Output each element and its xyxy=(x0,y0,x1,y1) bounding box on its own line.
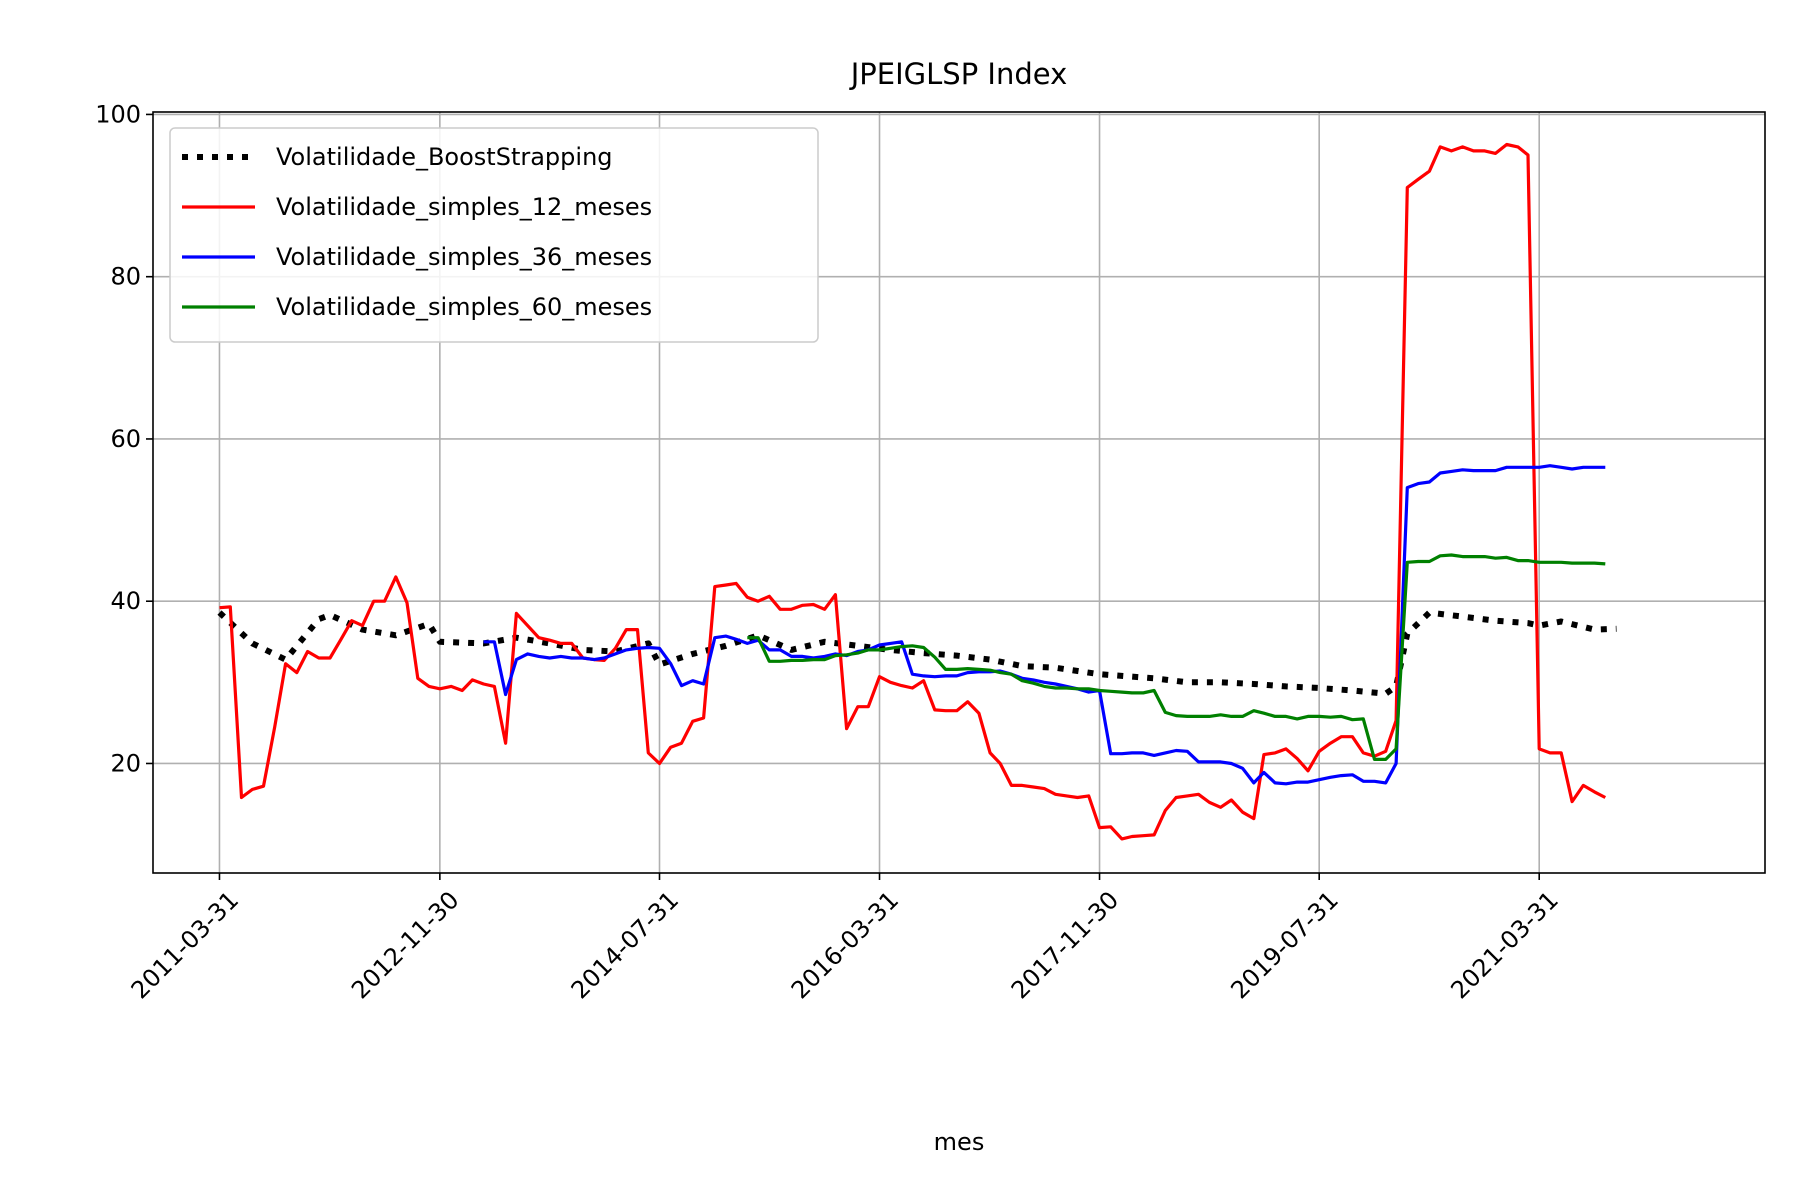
chart-title: JPEIGLSP Index xyxy=(849,57,1068,91)
series-line xyxy=(217,609,1617,697)
y-tick-label: 20 xyxy=(110,749,141,777)
series-line xyxy=(747,553,1606,761)
y-tick-label: 60 xyxy=(110,425,141,453)
legend-label: Volatilidade_simples_60_meses xyxy=(276,293,652,321)
legend-label: Volatilidade_simples_36_meses xyxy=(276,243,652,271)
legend-box xyxy=(169,127,819,343)
legend-label: Volatilidade_BoostStrapping xyxy=(276,143,613,171)
x-axis-label: mes xyxy=(934,1128,985,1156)
y-tick-label: 100 xyxy=(95,100,141,128)
legend: Volatilidade_BoostStrapping Volatilidade_… xyxy=(169,127,819,343)
axes-frame xyxy=(152,111,1766,874)
series-lines xyxy=(217,142,1617,841)
series-line xyxy=(483,464,1606,786)
y-tick-label: 80 xyxy=(110,263,141,291)
y-tick-label: 40 xyxy=(110,587,141,615)
legend-label: Volatilidade_simples_12_meses xyxy=(276,193,652,221)
